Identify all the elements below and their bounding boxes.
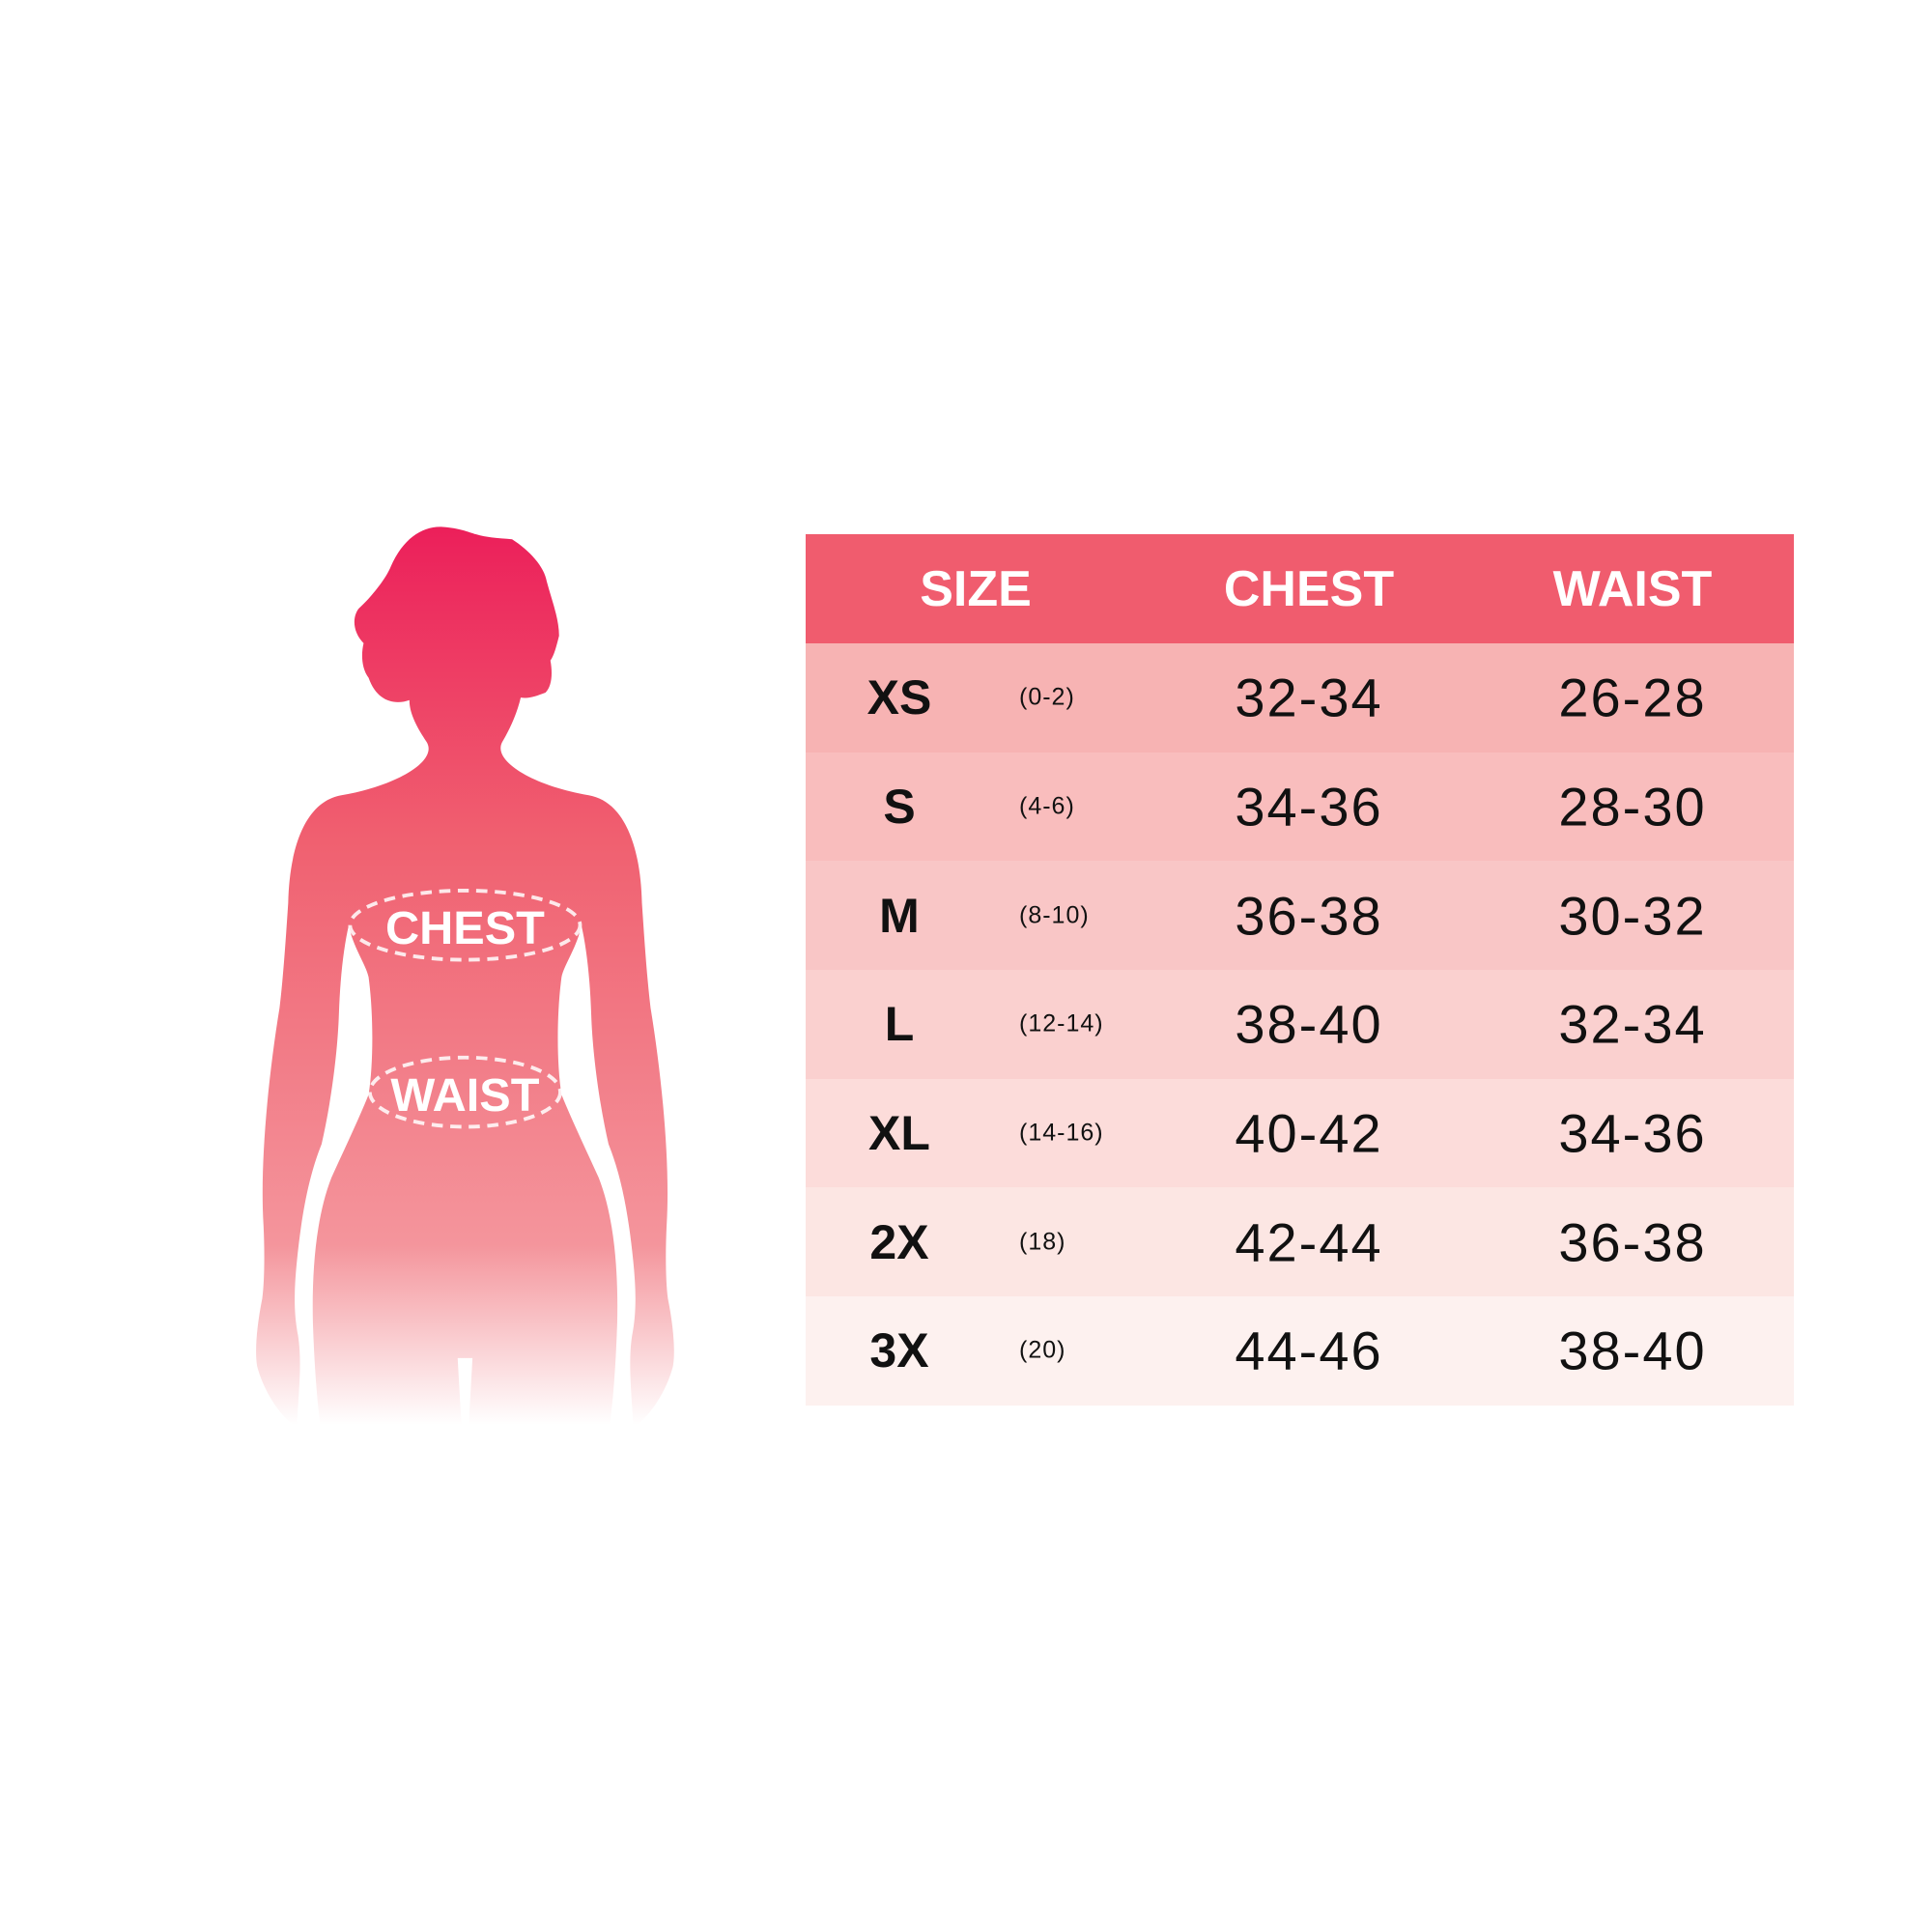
chest-cell: 44-46 <box>1235 1320 1383 1381</box>
chest-cell: 38-40 <box>1235 993 1383 1055</box>
header-size: SIZE <box>920 560 1032 617</box>
us-size-cell: (14-16) <box>1019 1119 1104 1147</box>
waist-cell: 38-40 <box>1558 1320 1707 1381</box>
size-cell: L <box>884 997 915 1052</box>
header-waist: WAIST <box>1552 560 1713 617</box>
chest-cell: 42-44 <box>1235 1211 1383 1273</box>
chest-cell: 32-34 <box>1235 667 1383 728</box>
header-chest: CHEST <box>1223 560 1395 617</box>
us-size-cell: (20) <box>1019 1336 1066 1364</box>
table-row: S (4-6) 34-36 28-30 <box>806 752 1794 862</box>
table-row: M (8-10) 36-38 30-32 <box>806 861 1794 971</box>
waist-cell: 30-32 <box>1558 885 1707 947</box>
table-header: SIZE CHEST WAIST <box>806 534 1794 643</box>
chest-cell: 34-36 <box>1235 776 1383 838</box>
woman-silhouette-icon <box>256 526 674 1426</box>
leg-gap <box>457 1357 473 1426</box>
us-size-cell: (8-10) <box>1019 901 1090 929</box>
table-row: XS (0-2) 32-34 26-28 <box>806 643 1794 753</box>
chest-measure-ellipse <box>348 888 582 962</box>
table-row: L (12-14) 38-40 32-34 <box>806 970 1794 1079</box>
us-size-cell: (0-2) <box>1019 683 1075 711</box>
size-cell: M <box>879 888 920 943</box>
waist-cell: 28-30 <box>1558 776 1707 838</box>
size-cell: XL <box>868 1106 930 1161</box>
table-row: XL (14-16) 40-42 34-36 <box>806 1078 1794 1188</box>
table-row: 2X (18) 42-44 36-38 <box>806 1187 1794 1297</box>
size-cell: XS <box>867 670 932 725</box>
size-chart-table: SIZE CHEST WAIST XS (0-2) 32-34 26-28 S (4-6)… <box>806 534 1794 1406</box>
waist-label: WAIST <box>390 1069 539 1122</box>
waist-cell: 36-38 <box>1558 1211 1707 1273</box>
waist-cell: 34-36 <box>1558 1102 1707 1164</box>
left-arm-gap <box>295 924 373 1426</box>
us-size-cell: (18) <box>1019 1228 1066 1256</box>
waist-cell: 26-28 <box>1558 667 1707 728</box>
us-size-cell: (4-6) <box>1019 792 1075 820</box>
waist-cell: 32-34 <box>1558 993 1707 1055</box>
chest-label: CHEST <box>385 902 545 954</box>
waist-measure-ellipse <box>367 1055 562 1129</box>
size-cell: 2X <box>869 1214 929 1269</box>
table-row: 3X (20) 44-46 38-40 <box>806 1296 1794 1406</box>
us-size-cell: (12-14) <box>1019 1009 1104 1037</box>
size-cell: S <box>883 780 916 835</box>
chest-cell: 36-38 <box>1235 885 1383 947</box>
chest-cell: 40-42 <box>1235 1102 1383 1164</box>
size-cell: 3X <box>869 1323 929 1378</box>
right-arm-gap <box>557 924 636 1426</box>
